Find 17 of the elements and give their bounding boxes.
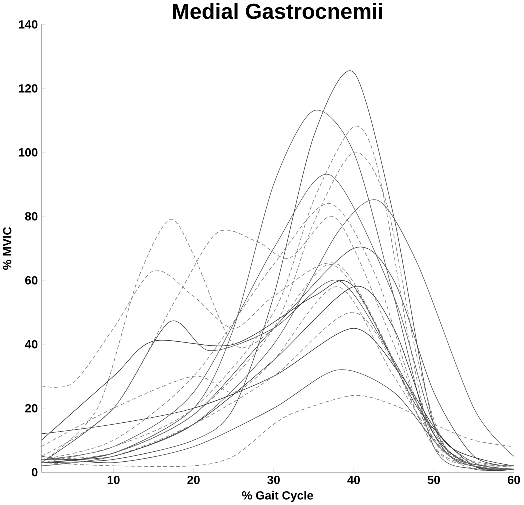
x-tick-label: 10	[108, 476, 120, 484]
x-tick-label: 60	[508, 476, 520, 484]
y-tick-label: 40	[25, 340, 38, 348]
y-tick-label: 60	[25, 276, 38, 285]
y-tick-label: 100	[19, 148, 38, 157]
x-tick-label: 30	[268, 476, 280, 484]
x-tick-label: 20	[188, 476, 200, 484]
y-tick-label: 20	[25, 404, 38, 412]
x-tick-label: 40	[348, 476, 360, 484]
x-tick-label: 50	[428, 476, 440, 484]
y-tick-label: 140	[19, 20, 38, 29]
y-tick-label: 80	[25, 212, 38, 221]
x-axis-title: % Gait Cycle	[242, 490, 314, 502]
y-tick-label: 0	[32, 468, 38, 476]
y-axis-title: % MVIC	[3, 226, 12, 270]
chart-title: Medial Gastrocnemii	[173, 3, 382, 20]
y-tick-label: 120	[19, 84, 38, 93]
